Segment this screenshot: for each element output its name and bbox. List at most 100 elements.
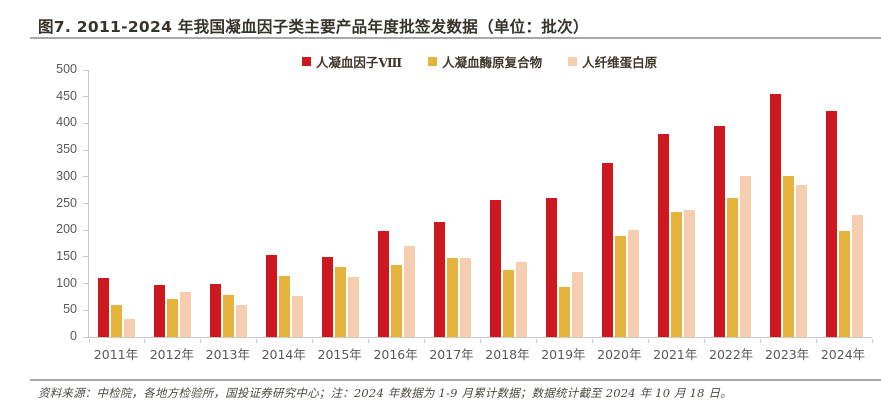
bar-prothrombin-complex-2017年	[447, 257, 459, 337]
y-axis-tick	[83, 69, 89, 71]
x-axis-tick	[647, 339, 649, 343]
legend-swatch-peach-icon	[568, 56, 578, 66]
bar-chart-plot-area: 0 50 100 150 200 250 300 350 400 450 500	[56, 62, 873, 343]
bar-fibrinogen-2016年	[404, 246, 416, 337]
bar-fibrinogen-2014年	[292, 296, 304, 337]
bar-group-2019年	[536, 70, 592, 337]
footer-divider	[30, 379, 881, 381]
legend-label: 人凝血因子Ⅷ	[315, 54, 403, 70]
x-axis-label-2011年: 2011年	[93, 347, 139, 362]
x-axis-label-2016年: 2016年	[373, 347, 418, 362]
y-axis-tick	[83, 203, 89, 204]
bar-prothrombin-complex-2015年	[335, 266, 347, 337]
x-axis-tick	[591, 339, 593, 343]
x-axis-tick	[815, 339, 817, 343]
y-axis-tick-label: 300	[56, 168, 77, 183]
bar-group-2015年	[313, 70, 369, 337]
bar-group-2023年	[760, 70, 816, 337]
bar-prothrombin-complex-2020年	[614, 235, 626, 337]
x-axis-tick	[480, 339, 481, 343]
bar-fibrinogen-2023年	[795, 184, 807, 337]
x-axis-label-2024年: 2024年	[820, 347, 866, 362]
bar-factor-viii-2016年	[378, 231, 390, 337]
chart-legend: 人凝血因子Ⅷ 人凝血酶原复合物 人纤维蛋白原	[88, 52, 871, 71]
y-axis-tick-label: 200	[56, 222, 77, 237]
bar-factor-viii-2014年	[266, 255, 278, 337]
bar-group-2021年	[648, 70, 704, 337]
bar-group-2017年	[425, 70, 481, 337]
bar-fibrinogen-2012年	[180, 292, 192, 337]
bar-prothrombin-complex-2013年	[223, 294, 235, 337]
y-axis-tick	[83, 336, 89, 338]
legend-item-fibrinogen: 人纤维蛋白原	[568, 52, 657, 71]
bar-prothrombin-complex-2024年	[838, 230, 850, 337]
x-axis-tick	[312, 339, 314, 343]
x-axis-label-2019年: 2019年	[541, 347, 586, 362]
bar-factor-viii-2019年	[545, 198, 557, 337]
bar-factor-viii-2011年	[98, 278, 110, 337]
legend-item-prothrombin-complex: 人凝血酶原复合物	[428, 52, 542, 71]
x-axis-tick	[88, 339, 90, 343]
y-axis-tick	[83, 283, 89, 285]
y-axis-tick	[83, 122, 89, 124]
bar-prothrombin-complex-2016年	[391, 264, 403, 337]
x-axis-label-2020年: 2020年	[597, 347, 642, 362]
bar-factor-viii-2013年	[210, 283, 222, 337]
x-axis-label-2018年: 2018年	[485, 347, 530, 362]
x-axis-tick	[535, 339, 537, 343]
bar-group-2013年	[201, 70, 257, 337]
y-axis-tick-label: 450	[56, 88, 77, 103]
bar-fibrinogen-2015年	[348, 276, 360, 337]
x-axis-tick	[871, 339, 873, 343]
x-axis-label-2013年: 2013年	[205, 347, 250, 362]
legend-item-factor-viii: 人凝血因子Ⅷ	[301, 52, 403, 71]
bar-prothrombin-complex-2011年	[111, 304, 123, 337]
bar-prothrombin-complex-2019年	[558, 287, 570, 337]
bar-group-2011年	[89, 70, 145, 337]
x-axis-label-2015年: 2015年	[317, 347, 362, 362]
bar-factor-viii-2015年	[322, 256, 334, 337]
bar-fibrinogen-2013年	[236, 304, 248, 337]
y-axis-tick	[83, 256, 89, 258]
y-axis-tick-label: 400	[56, 115, 77, 130]
x-axis-tick	[368, 339, 370, 343]
bar-fibrinogen-2017年	[460, 257, 472, 337]
x-axis-tick	[200, 339, 202, 343]
x-axis-label-2021年: 2021年	[653, 347, 698, 362]
y-axis-tick	[83, 309, 89, 311]
bar-fibrinogen-2011年	[124, 319, 136, 337]
y-axis-tick-label: 0	[70, 329, 77, 343]
bar-fibrinogen-2019年	[571, 271, 583, 337]
x-axis-tick	[424, 339, 426, 343]
bar-factor-viii-2023年	[769, 94, 781, 337]
y-axis-tick	[83, 229, 89, 231]
bar-group-2020年	[592, 70, 648, 337]
bar-factor-viii-2017年	[434, 222, 446, 337]
bar-factor-viii-2024年	[825, 110, 837, 337]
y-axis-tick-label: 500	[56, 62, 77, 76]
bar-fibrinogen-2020年	[627, 230, 639, 337]
legend-label: 人纤维蛋白原	[582, 54, 658, 70]
x-axis-tick	[759, 339, 761, 343]
bar-group-2012年	[145, 70, 201, 337]
bar-factor-viii-2022年	[713, 126, 725, 337]
bar-fibrinogen-2021年	[683, 210, 695, 337]
figure-title: 图7. 2011-2024 年我国凝血因子类主要产品年度批签发数据（单位：批次）	[38, 18, 589, 36]
bar-fibrinogen-2024年	[851, 215, 863, 337]
y-axis-tick-label: 250	[56, 195, 77, 210]
bar-prothrombin-complex-2012年	[167, 298, 179, 337]
y-axis-tick-label: 100	[56, 275, 77, 290]
legend-label: 人凝血酶原复合物	[442, 54, 543, 70]
source-note: 资料来源：中检院，各地方检验所，国投证券研究中心；注：2024 年数据为 1-9…	[38, 386, 732, 400]
x-axis-label-2012年: 2012年	[149, 347, 195, 362]
bar-group-2018年	[481, 70, 537, 337]
title-divider	[30, 37, 881, 39]
x-axis-label-2014年: 2014年	[261, 347, 306, 362]
x-axis-tick	[256, 339, 258, 343]
legend-swatch-red-icon	[301, 56, 311, 66]
bar-prothrombin-complex-2023年	[782, 176, 794, 337]
bar-fibrinogen-2018年	[515, 262, 527, 337]
x-axis-tick	[144, 339, 146, 343]
bar-prothrombin-complex-2021年	[670, 212, 682, 337]
bar-prothrombin-complex-2022年	[726, 198, 738, 337]
